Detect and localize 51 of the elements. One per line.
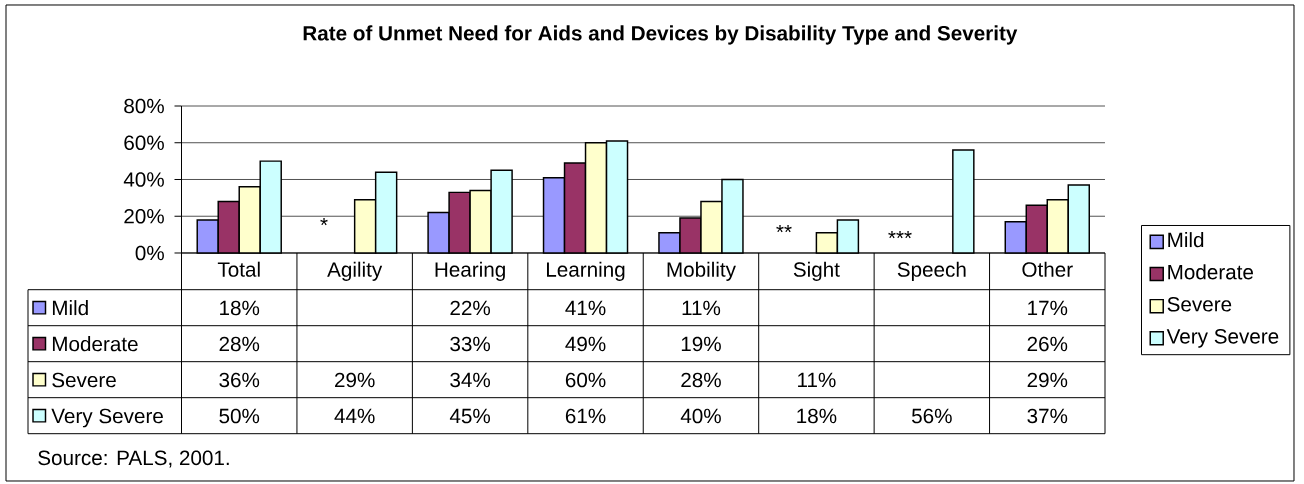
data-label: 28%: [219, 336, 260, 352]
annotation: ***: [888, 230, 912, 239]
data-label: 29%: [335, 372, 375, 388]
y-tick-label: 80%: [124, 98, 164, 114]
y-tick-label: 60%: [124, 135, 164, 151]
data-label: 56%: [912, 408, 952, 424]
text: Severe: [52, 372, 116, 388]
text: Moderate: [1168, 264, 1254, 280]
data-label: 19%: [681, 336, 721, 352]
data-label: 36%: [219, 372, 260, 388]
legend-label: Moderate: [52, 336, 138, 352]
data-label: 26%: [1027, 336, 1068, 352]
data-label: 29%: [1027, 372, 1068, 388]
data-label: 50%: [219, 408, 260, 424]
source-note: Source: PALS, 2001.: [38, 450, 229, 468]
x-tick-label: Sight: [793, 261, 840, 281]
data-label: 11%: [798, 372, 836, 388]
y-tick-label: 40%: [123, 172, 164, 187]
annotation: **: [776, 224, 792, 233]
data-label: 40%: [680, 408, 721, 424]
data-label: 11%: [682, 300, 721, 316]
annotation: *: [320, 217, 328, 226]
y-tick-label: 20%: [124, 208, 164, 224]
data-label: 28%: [681, 372, 721, 388]
data-label: 61%: [565, 408, 606, 424]
text: Very Severe: [51, 408, 163, 428]
data-label: 45%: [449, 408, 491, 424]
data-label: 60%: [565, 372, 606, 388]
legend-label: Severe: [1167, 296, 1232, 312]
text: Mild: [1168, 232, 1204, 248]
data-label: 18%: [220, 300, 260, 316]
x-tick-label: Agility: [327, 261, 383, 281]
data-label: 33%: [450, 336, 491, 352]
data-label: 37%: [1027, 408, 1068, 424]
x-tick-label: Mobility: [667, 261, 736, 281]
x-tick-label: Learning: [547, 261, 625, 281]
legend-label: Very Severe: [1166, 329, 1279, 348]
data-label: 22%: [450, 300, 491, 316]
chart-title: Rate of Unmet Need for Aids and Devices by Disability Type and Severity: [303, 25, 1018, 45]
x-tick-label: Other: [1022, 261, 1073, 277]
y-tick-label: 0%: [135, 245, 164, 261]
legend-label: Mild: [52, 300, 88, 316]
data-label: 41%: [565, 300, 606, 316]
data-label: 18%: [797, 408, 837, 424]
data-label: 49%: [565, 336, 606, 352]
data-label: 34%: [450, 372, 491, 388]
x-tick-label: Speech: [897, 261, 966, 281]
data-label: 17%: [1028, 300, 1068, 316]
x-tick-label: Total: [217, 261, 260, 277]
data-label: 44%: [334, 408, 375, 424]
x-tick-label: Hearing: [435, 261, 505, 281]
